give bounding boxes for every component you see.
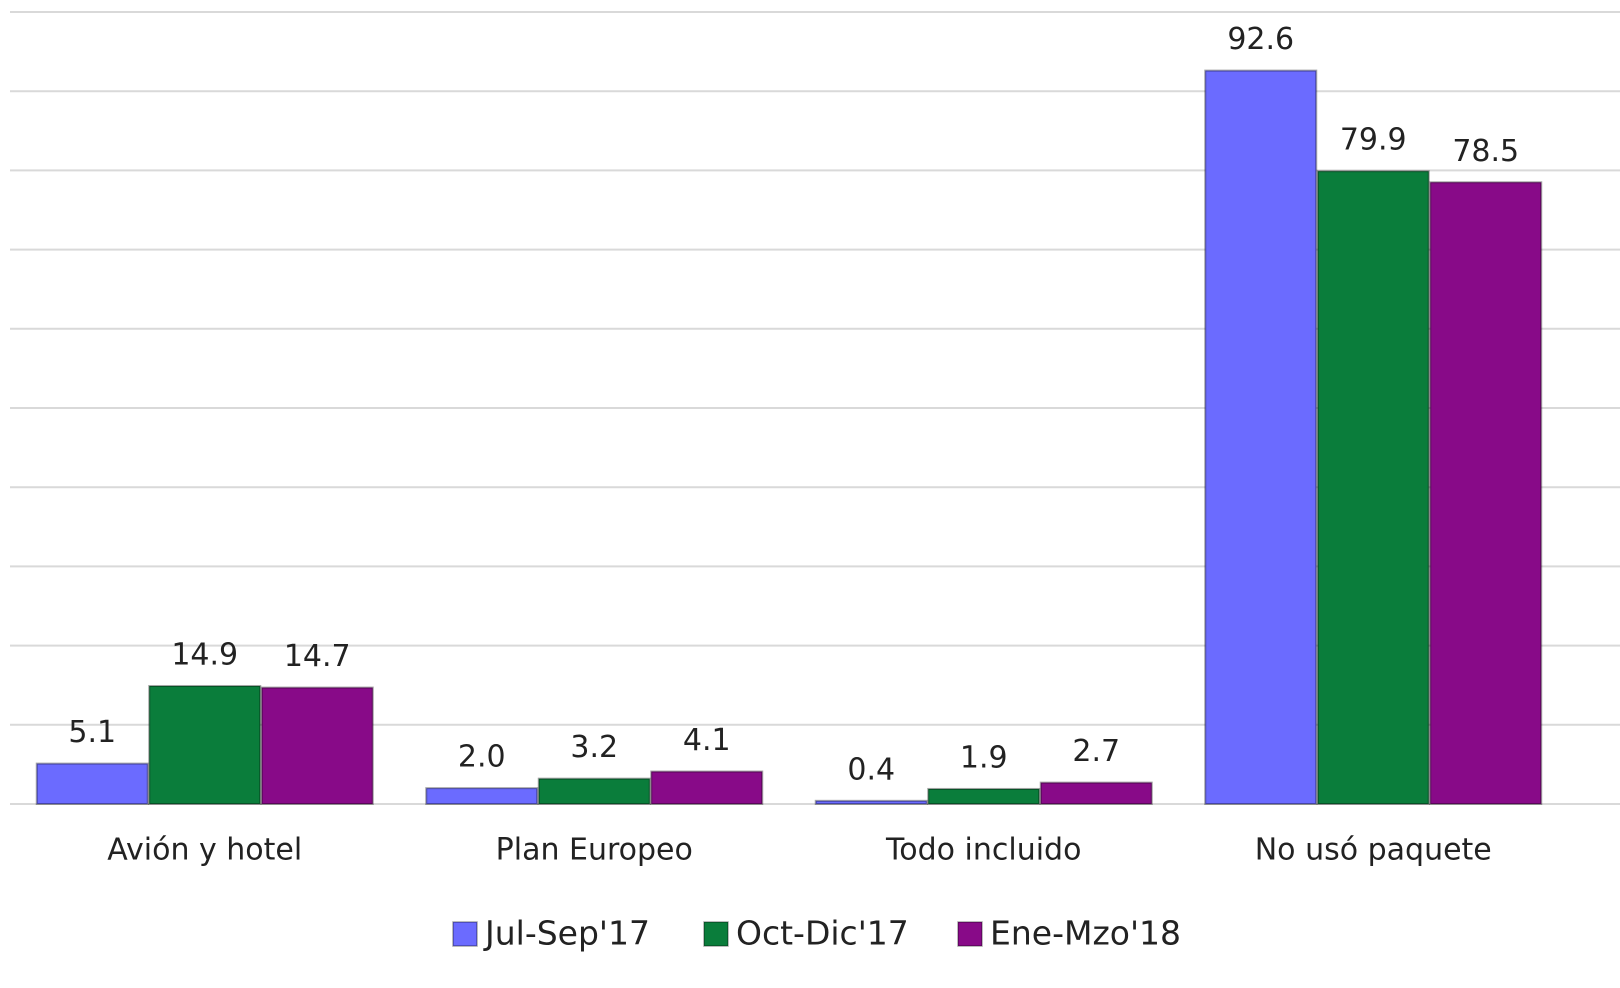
data-label: 0.4 [847, 752, 895, 787]
bar [1429, 181, 1543, 805]
x-tick-label: Avión y hotel [107, 833, 302, 868]
bar [1039, 781, 1153, 806]
bar [425, 787, 539, 805]
data-label: 3.2 [570, 730, 618, 765]
bar [537, 777, 651, 806]
legend-label: Oct-Dic'17 [736, 914, 909, 953]
bar [650, 770, 764, 806]
data-label: 79.9 [1340, 123, 1407, 158]
data-label: 1.9 [960, 740, 1008, 775]
x-tick-label: Todo incluido [885, 833, 1081, 868]
data-label: 92.6 [1227, 22, 1294, 57]
data-label: 2.7 [1072, 734, 1120, 769]
data-label: 78.5 [1452, 134, 1519, 169]
legend-swatch [703, 921, 729, 947]
bar [260, 686, 374, 805]
legend-label: Jul-Sep'17 [483, 914, 650, 953]
data-label: 14.7 [284, 639, 351, 674]
data-label: 14.9 [171, 637, 238, 672]
data-label: 5.1 [68, 715, 116, 750]
legend-swatch [957, 921, 983, 947]
bar [1316, 170, 1430, 805]
data-label: 4.1 [683, 723, 731, 758]
bar [1204, 69, 1318, 806]
data-label: 2.0 [458, 740, 506, 775]
bar [927, 787, 1041, 806]
bar [148, 684, 262, 806]
legend-swatch [452, 921, 478, 947]
x-tick-label: Plan Europeo [496, 833, 693, 868]
bar [35, 762, 149, 805]
bar [814, 799, 928, 805]
x-tick-label: No usó paquete [1255, 833, 1492, 868]
legend-label: Ene-Mzo'18 [990, 914, 1181, 953]
